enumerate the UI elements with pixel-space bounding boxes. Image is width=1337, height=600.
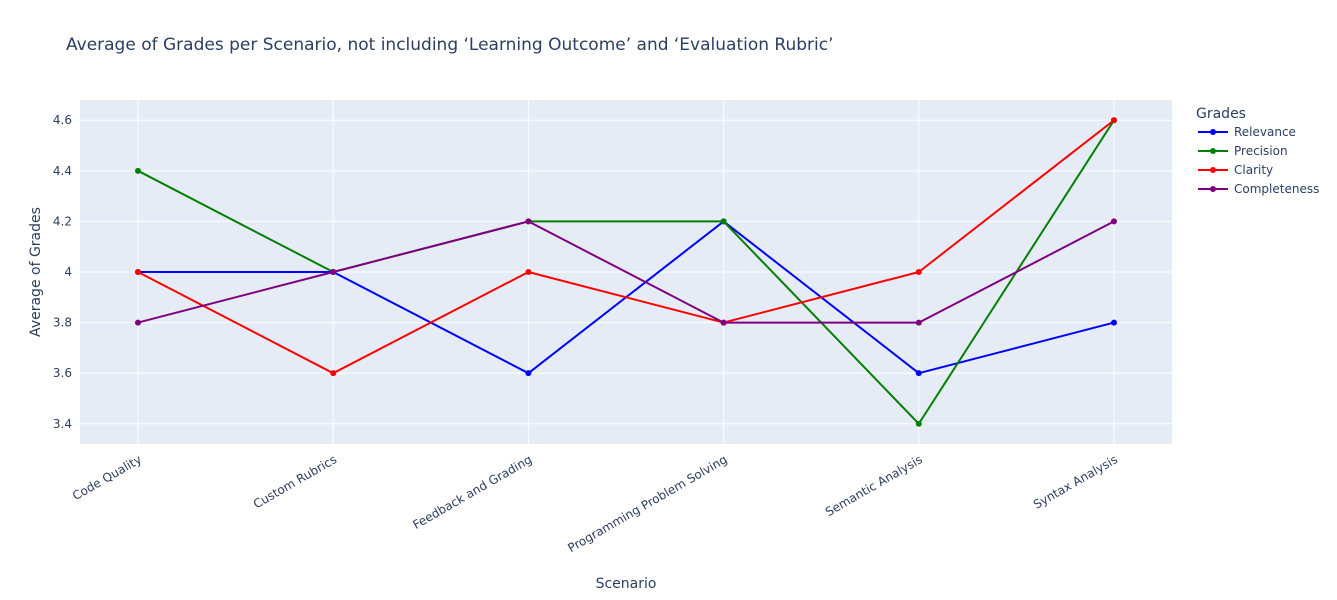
x-axis-title: Scenario (596, 576, 657, 592)
legend-item-completeness[interactable]: Completeness (1198, 182, 1319, 196)
precision-point (720, 218, 727, 225)
y-axis-title: Average of Grades (28, 207, 44, 337)
completeness-point (525, 218, 532, 225)
legend-label: Clarity (1234, 163, 1273, 177)
x-axis-ticks: Code Quality Custom Rubrics Feedback and G… (70, 452, 1120, 555)
legend-label: Precision (1234, 144, 1288, 158)
relevance-point (1111, 319, 1117, 326)
y-axis-ticks: 3.4 3.6 3.8 4 4.2 4.4 4.6 (53, 113, 72, 431)
x-tick-label: Semantic Analysis (823, 452, 925, 519)
legend-marker (1210, 129, 1216, 135)
x-tick-label: Programming Problem Solving (565, 452, 729, 555)
y-tick-label: 4.6 (53, 113, 72, 127)
legend-label: Relevance (1234, 125, 1296, 139)
y-tick-label: 4.4 (53, 164, 72, 178)
clarity-point (330, 370, 337, 377)
legend-marker (1210, 167, 1216, 173)
completeness-point (1111, 218, 1117, 225)
clarity-point (915, 269, 922, 275)
clarity-point (1111, 117, 1117, 124)
relevance-point (915, 370, 922, 377)
x-tick-label: Code Quality (70, 452, 144, 503)
legend-marker (1210, 186, 1216, 192)
completeness-line (137, 220, 1115, 324)
y-tick-label: 3.8 (53, 316, 72, 330)
legend-item-precision[interactable]: Precision (1198, 144, 1288, 158)
series-completeness (135, 218, 1117, 326)
y-tick-label: 3.4 (53, 417, 72, 431)
x-tick-label: Syntax Analysis (1031, 452, 1120, 511)
legend-label: Completeness (1234, 182, 1319, 196)
precision-point (135, 167, 141, 174)
x-tick-label: Custom Rubrics (251, 452, 339, 511)
x-tick-label: Feedback and Grading (410, 452, 534, 532)
chart-title: Average of Grades per Scenario, not incl… (66, 35, 834, 55)
y-tick-label: 4.2 (53, 214, 72, 228)
completeness-point (915, 319, 922, 326)
clarity-point (525, 269, 532, 275)
series-group (135, 117, 1117, 427)
clarity-line (137, 119, 1115, 375)
clarity-point (135, 269, 141, 275)
y-tick-label: 3.6 (53, 366, 72, 380)
legend-item-clarity[interactable]: Clarity (1198, 163, 1273, 177)
legend-marker (1210, 148, 1216, 154)
relevance-point (525, 370, 532, 377)
completeness-point (135, 319, 141, 326)
y-tick-label: 4 (64, 265, 72, 279)
legend-item-relevance[interactable]: Relevance (1198, 125, 1296, 139)
legend: Grades Relevance Precision Clarity Complete… (1196, 106, 1319, 196)
precision-point (915, 420, 922, 427)
completeness-point (330, 269, 337, 275)
legend-title: Grades (1196, 106, 1246, 122)
completeness-point (720, 319, 727, 326)
precision-line (137, 119, 1115, 425)
